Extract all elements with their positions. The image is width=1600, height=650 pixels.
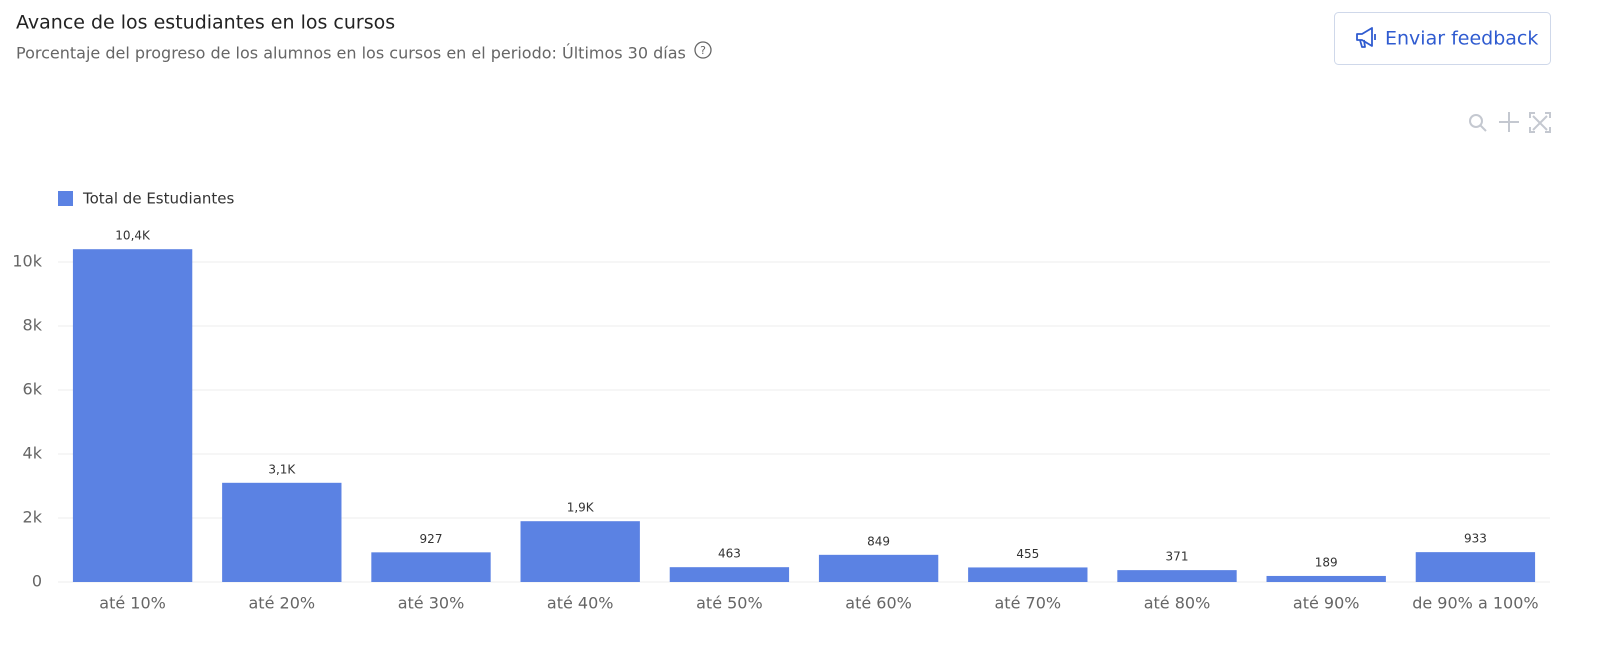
x-tick-label: até 90% xyxy=(1293,594,1360,613)
y-tick-label: 8k xyxy=(23,316,43,335)
bar xyxy=(968,567,1088,582)
x-tick-label: até 10% xyxy=(99,594,166,613)
svg-text:?: ? xyxy=(700,44,706,57)
bar xyxy=(1266,575,1386,582)
value-label: 455 xyxy=(1016,547,1039,561)
y-tick-label: 4k xyxy=(23,444,43,463)
value-label: 927 xyxy=(420,532,443,546)
bar xyxy=(818,554,939,582)
value-label: 371 xyxy=(1166,550,1189,564)
x-tick-label: até 70% xyxy=(995,594,1062,613)
value-label: 933 xyxy=(1464,532,1487,546)
bar xyxy=(1117,570,1237,582)
chart-title: Avance de los estudiantes en los cursos xyxy=(16,12,395,34)
value-label: 1,9K xyxy=(567,501,595,515)
bar xyxy=(371,552,491,582)
x-tick-label: de 90% a 100% xyxy=(1412,594,1538,613)
y-tick-label: 2k xyxy=(23,508,43,527)
bar xyxy=(669,567,790,582)
help-icon[interactable]: ? xyxy=(694,41,712,59)
value-label: 3,1K xyxy=(268,462,296,476)
x-tick-label: até 80% xyxy=(1144,594,1211,613)
bar xyxy=(72,249,193,582)
x-tick-label: até 50% xyxy=(696,594,763,613)
chart-subtitle: Porcentaje del progreso de los alumnos e… xyxy=(16,44,686,63)
x-tick-label: até 30% xyxy=(398,594,465,613)
y-tick-label: 6k xyxy=(23,380,43,399)
value-label: 849 xyxy=(867,534,890,548)
value-label: 189 xyxy=(1315,555,1338,569)
bar xyxy=(222,482,342,582)
button-label[interactable]: Enviar feedback xyxy=(1385,28,1538,50)
reset-icon[interactable] xyxy=(1529,112,1551,133)
value-label: 10,4K xyxy=(115,229,151,243)
y-tick-label: 0 xyxy=(32,572,42,591)
x-tick-label: até 20% xyxy=(249,594,316,613)
value-label: 463 xyxy=(718,547,741,561)
bar xyxy=(520,521,640,582)
bar xyxy=(1415,552,1536,582)
pan-icon[interactable] xyxy=(1499,112,1519,132)
legend-label: Total de Estudiantes xyxy=(82,190,234,208)
x-tick-label: até 60% xyxy=(845,594,912,613)
feedback-button[interactable]: Enviar feedback xyxy=(1334,12,1551,65)
toolbar xyxy=(1469,112,1551,133)
x-tick-label: até 40% xyxy=(547,594,614,613)
y-tick-label: 10k xyxy=(12,252,42,271)
legend-swatch xyxy=(58,191,73,206)
zoom-icon[interactable] xyxy=(1469,114,1487,132)
